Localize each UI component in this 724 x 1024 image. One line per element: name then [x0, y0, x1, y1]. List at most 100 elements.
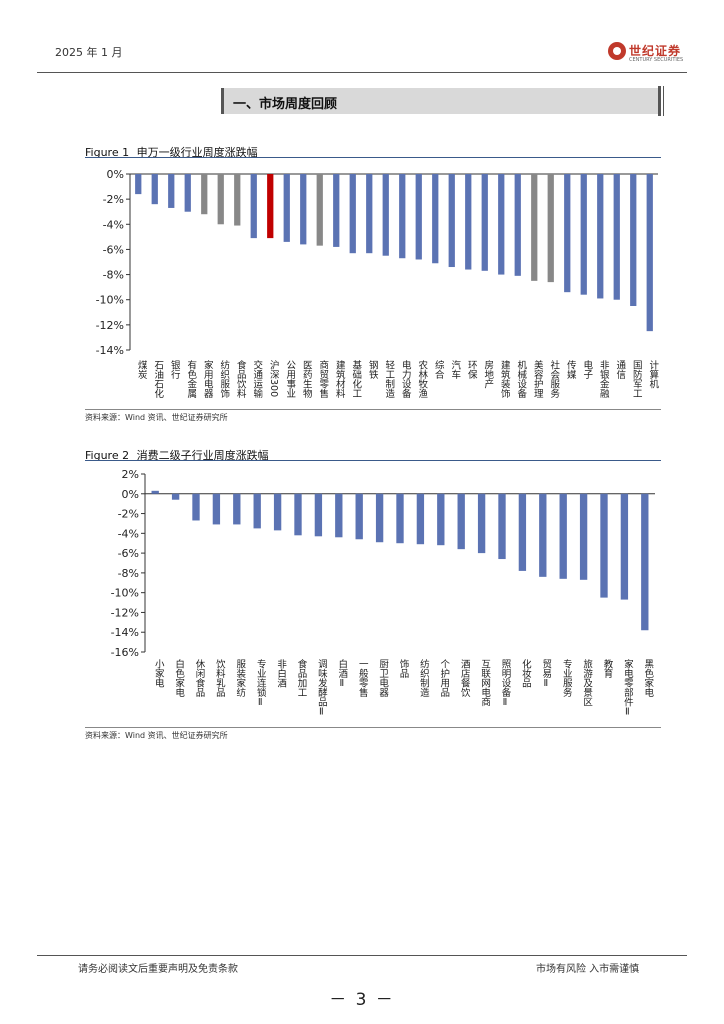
- fig2-y-tick-label: -8%: [118, 567, 139, 580]
- fig1-category-label: 公用事业: [284, 360, 296, 398]
- fig2-category-label: 休闲食品: [194, 658, 206, 698]
- fig2-y-tick-label: -2%: [118, 508, 139, 521]
- fig2-category-label: 纺织制造: [418, 658, 430, 698]
- fig2-category-label: 调味发酵品Ⅱ: [316, 659, 328, 718]
- fig1-bar: [349, 174, 356, 254]
- fig2-category-label: 黑色家电: [642, 659, 654, 697]
- fig2-y-tick-label: -10%: [111, 587, 139, 600]
- fig1-category-label: 传媒: [565, 359, 577, 380]
- fig2-bar: [171, 493, 180, 500]
- fig2-bar: [437, 493, 445, 546]
- fig2-category-label: 饰品: [398, 658, 410, 679]
- page-number: － 3 －: [329, 990, 395, 1010]
- fig1-bar: [201, 174, 208, 215]
- fig2-category-label: 一般零售: [357, 659, 369, 698]
- fig1-bar: [168, 174, 175, 208]
- fig1-category-label: 国防军工: [631, 360, 643, 398]
- fig1-bar: [382, 174, 389, 256]
- fig2-bar: [477, 493, 486, 554]
- fig2-bar: [559, 493, 567, 579]
- figure1-chart: 0% -2% -4% -6% -8% -10% -12% -14% 煤炭 石油石化 银行 有色金属 家用…: [96, 168, 659, 399]
- fig1-category-label: 机械设备: [515, 359, 527, 399]
- fig1-category-label: 建筑材料: [334, 359, 346, 399]
- fig1-bar: [283, 174, 290, 242]
- fig2-bar: [192, 493, 200, 521]
- footer-divider: [37, 955, 687, 956]
- fig1-category-label: 电力设备: [400, 359, 412, 399]
- fig1-category-label: 沪深300: [268, 359, 280, 397]
- fig2-bar: [233, 493, 241, 525]
- fig1-y-tick-label: -12%: [96, 319, 124, 332]
- fig2-category-label: 个护用品: [438, 659, 450, 698]
- fig1-category-label: 银行: [169, 359, 181, 380]
- section-heading-right-accent: [658, 86, 661, 116]
- figure1-title: Figure 1 申万一级行业周度涨跌幅: [85, 144, 258, 160]
- figure1-source-rule: [85, 409, 661, 410]
- company-logo: 世纪证券 CENTURY SECURITIES: [604, 40, 694, 66]
- fig2-bar: [620, 493, 629, 600]
- fig1-bar: [481, 174, 488, 271]
- fig2-bar: [600, 493, 608, 598]
- fig1-category-label: 房地产: [482, 359, 494, 389]
- fig1-category-label: 煤炭: [136, 359, 148, 380]
- fig1-bar: [448, 174, 455, 268]
- figure2-chart: 2% 0% -2% -4% -6% -8% -10% -12% -14% -16% 小家电 白色家电休…: [111, 468, 655, 718]
- fig2-bar: [416, 493, 425, 545]
- figure2-title: Figure 2 消费二级子行业周度涨跌幅: [85, 447, 269, 463]
- fig2-category-label: 白酒Ⅱ: [336, 658, 348, 689]
- fig2-category-label: 服装家纺: [234, 659, 246, 698]
- fig1-category-label: 建筑装饰: [499, 359, 511, 399]
- fig1-category-label: 综合: [433, 359, 445, 380]
- fig1-category-label: 医药生物: [301, 360, 313, 399]
- fig1-bar: [300, 174, 307, 245]
- fig1-bar: [498, 174, 505, 275]
- figure2-source: 资料来源：Wind 资讯、世纪证券研究所: [85, 731, 228, 740]
- fig2-y-tick-label: 0%: [122, 488, 139, 501]
- fig1-category-label: 汽车: [449, 359, 461, 380]
- fig1-category-label: 社会服务: [548, 359, 560, 399]
- footer-disclaimer: 请务必阅读文后重要声明及免责条款: [78, 964, 238, 975]
- fig2-bar: [212, 493, 221, 525]
- fig2-category-label: 白色家电: [173, 658, 185, 697]
- fig1-category-label: 非银金融: [598, 359, 610, 399]
- logo-mark-icon: [608, 42, 626, 60]
- fig1-category-label: 轻工制造: [383, 359, 395, 399]
- fig2-category-label: 非白酒: [275, 658, 287, 688]
- fig1-category-label: 通信: [614, 360, 626, 380]
- fig2-category-label: 食品加工: [296, 658, 308, 697]
- fig1-bar: [399, 174, 406, 259]
- fig1-bar: [333, 174, 340, 247]
- fig2-category-label: 旅游及景区: [581, 658, 593, 706]
- fig2-category-label: 教育: [602, 658, 614, 679]
- fig1-y-tick-label: -8%: [103, 269, 124, 282]
- fig1-category-label: 美容护理: [532, 359, 544, 398]
- fig1-bar: [250, 174, 257, 239]
- fig1-bar: [580, 174, 587, 295]
- logo-subtext: CENTURY SECURITIES: [629, 57, 684, 63]
- fig1-category-label: 环保: [466, 360, 478, 380]
- fig2-bar: [396, 493, 404, 544]
- fig2-y-tick-label: -14%: [111, 626, 139, 639]
- fig1-category-label: 计算机: [647, 359, 659, 389]
- fig2-bar: [273, 493, 282, 531]
- fig1-category-label: 钢铁: [367, 359, 379, 380]
- fig2-bar: [457, 493, 465, 550]
- fig1-bar: [465, 174, 472, 270]
- fig1-y-tick-label: -2%: [103, 193, 124, 206]
- fig2-category-label: 化妆品: [520, 658, 532, 688]
- fig2-bar: [355, 493, 363, 540]
- fig1-y-tick-label: -6%: [103, 243, 124, 256]
- footer-risk-note: 市场有风险 入市需谨慎: [536, 964, 640, 975]
- fig1-bar: [366, 174, 373, 254]
- fig2-category-label: 互联网电商: [479, 659, 491, 707]
- fig2-bar: [498, 493, 506, 560]
- fig1-y-tick-label: 0%: [107, 168, 124, 181]
- fig1-bar: [564, 174, 571, 293]
- fig2-bar: [151, 490, 159, 494]
- fig2-category-label: 家电零部件Ⅱ: [622, 658, 634, 717]
- fig1-bar: [316, 174, 323, 246]
- fig1-bar: [267, 174, 274, 239]
- fig1-bar: [234, 174, 241, 226]
- report-date: 2025 年 1 月: [55, 46, 123, 59]
- fig1-bar: [613, 174, 620, 300]
